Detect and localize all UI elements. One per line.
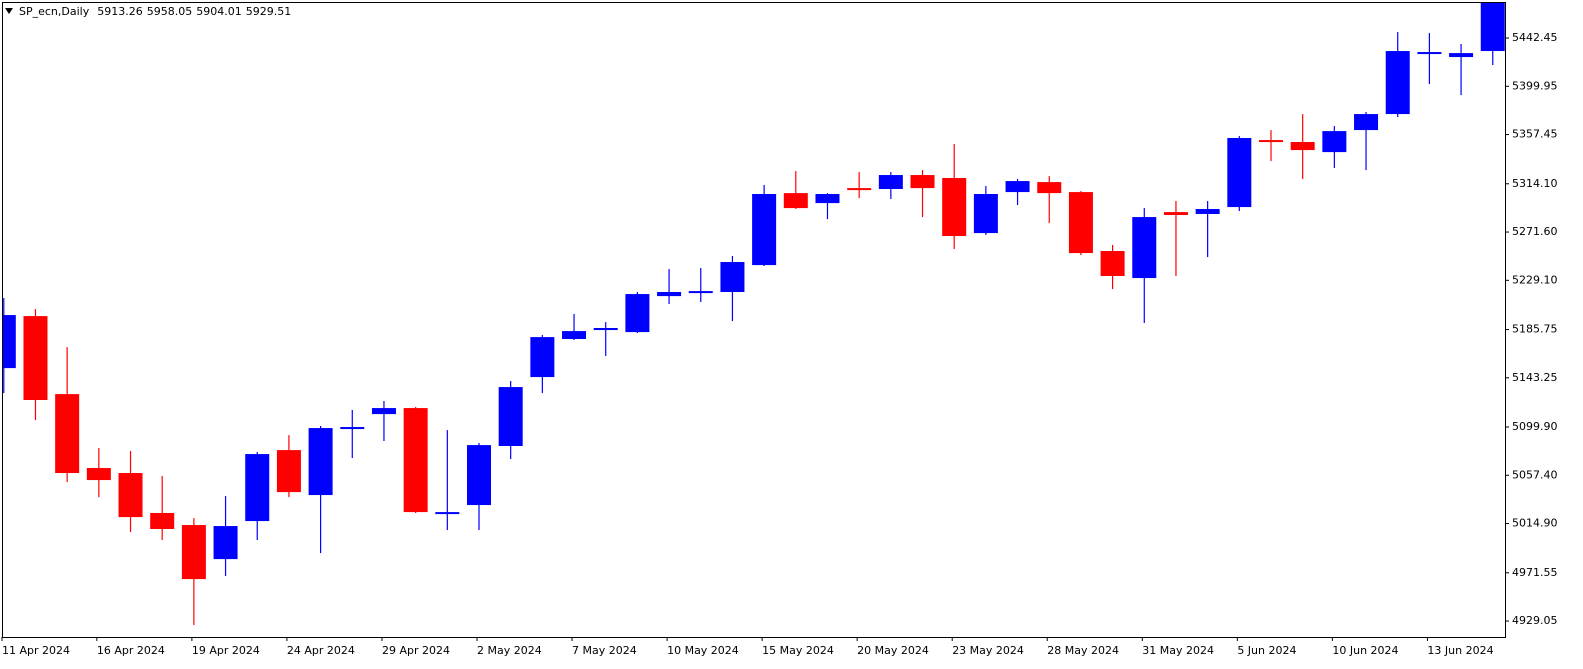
y-tick-label: 5014.90: [1512, 517, 1558, 530]
header-value: 5913.26: [97, 5, 143, 18]
candle-body: [213, 526, 238, 560]
candle-body: [371, 408, 396, 415]
x-tick-label: 24 Apr 2024: [287, 644, 355, 657]
candle-body: [276, 450, 301, 493]
candle-body: [340, 427, 365, 430]
candle-body: [1037, 182, 1062, 194]
y-tick-label: 5143.25: [1512, 371, 1558, 384]
candle-body: [720, 262, 745, 293]
candle-body: [847, 188, 872, 191]
candle-body: [1259, 140, 1283, 143]
x-tick-label: 7 May 2024: [572, 644, 637, 657]
y-tick-label: 5185.75: [1512, 323, 1558, 336]
header-value: 5929.51: [246, 5, 292, 18]
x-tick-label: 31 May 2024: [1142, 644, 1214, 657]
candle-body: [1290, 141, 1315, 151]
candle-body: [1322, 131, 1347, 153]
candle-body: [942, 177, 967, 237]
candle-body: [3, 315, 16, 369]
candle-body: [530, 337, 555, 378]
chart-title: SP_ecn,Daily 5913.26 5958.05 5904.01 5929.51: [19, 5, 291, 18]
candle-body: [1417, 52, 1442, 55]
candle-body: [498, 387, 523, 446]
candle-body: [878, 175, 903, 190]
x-tick-label: 16 Apr 2024: [97, 644, 165, 657]
candle-body: [1005, 181, 1030, 193]
candle-body: [910, 175, 935, 189]
candle-body: [181, 525, 206, 580]
x-tick-label: 2 May 2024: [477, 644, 542, 657]
candle-body: [23, 316, 48, 401]
x-tick-label: 13 Jun 2024: [1427, 644, 1493, 657]
candle-body: [815, 194, 840, 204]
candle-body: [752, 194, 777, 266]
candle-body: [308, 428, 333, 496]
x-tick-label: 19 Apr 2024: [192, 644, 260, 657]
y-tick-label: 5399.95: [1512, 79, 1558, 92]
candle-body: [688, 291, 713, 294]
y-tick-label: 5271.60: [1512, 225, 1558, 238]
candle-body: [625, 294, 650, 333]
menu-triangle: [5, 8, 13, 14]
candle-body: [1068, 192, 1093, 254]
symbol: SP_ecn,Daily: [19, 5, 90, 18]
candle-body: [1100, 251, 1125, 276]
x-tick-label: 29 Apr 2024: [382, 644, 450, 657]
y-tick-label: 4971.55: [1512, 566, 1558, 579]
x-tick-label: 10 May 2024: [667, 644, 739, 657]
y-tick-label: 5057.40: [1512, 468, 1558, 481]
y-tick-label: 5314.10: [1512, 177, 1558, 190]
x-tick-label: 11 Apr 2024: [2, 644, 70, 657]
candle-body: [1132, 217, 1157, 279]
candle-body: [55, 394, 80, 474]
candle-body: [1449, 53, 1474, 58]
candle-body: [1354, 114, 1379, 131]
candle-body: [1227, 138, 1252, 208]
candle-body: [435, 512, 460, 515]
y-tick-label: 5357.45: [1512, 128, 1558, 141]
candle-body: [783, 193, 808, 209]
candle-body: [245, 454, 270, 522]
x-tick-label: 15 May 2024: [762, 644, 834, 657]
candle-body: [118, 473, 143, 518]
candle-body: [86, 468, 111, 481]
plot-frame: [2, 2, 1506, 638]
y-tick-label: 5442.45: [1512, 31, 1558, 44]
candle-body: [657, 292, 682, 297]
candle-body: [973, 194, 998, 234]
candle-body: [1195, 208, 1220, 214]
x-tick-label: 23 May 2024: [952, 644, 1024, 657]
x-tick-label: 5 Jun 2024: [1237, 644, 1296, 657]
candle-body: [1480, 3, 1505, 52]
candle-body: [1163, 212, 1188, 216]
candle-body: [467, 445, 491, 506]
header-value: 5958.05: [147, 5, 193, 18]
x-tick-label: 20 May 2024: [857, 644, 929, 657]
y-tick-label: 5229.10: [1512, 273, 1558, 286]
candle-body: [403, 408, 428, 513]
y-tick-label: 5099.90: [1512, 420, 1558, 433]
x-tick-label: 10 Jun 2024: [1332, 644, 1398, 657]
candle-body: [593, 328, 618, 331]
header-value: 5904.01: [196, 5, 242, 18]
x-tick-label: 28 May 2024: [1047, 644, 1119, 657]
candle-body: [150, 512, 175, 530]
candles: [3, 3, 1505, 626]
y-tick-label: 4929.05: [1512, 614, 1558, 627]
candle-body: [562, 331, 587, 340]
candle-body: [1385, 51, 1410, 115]
